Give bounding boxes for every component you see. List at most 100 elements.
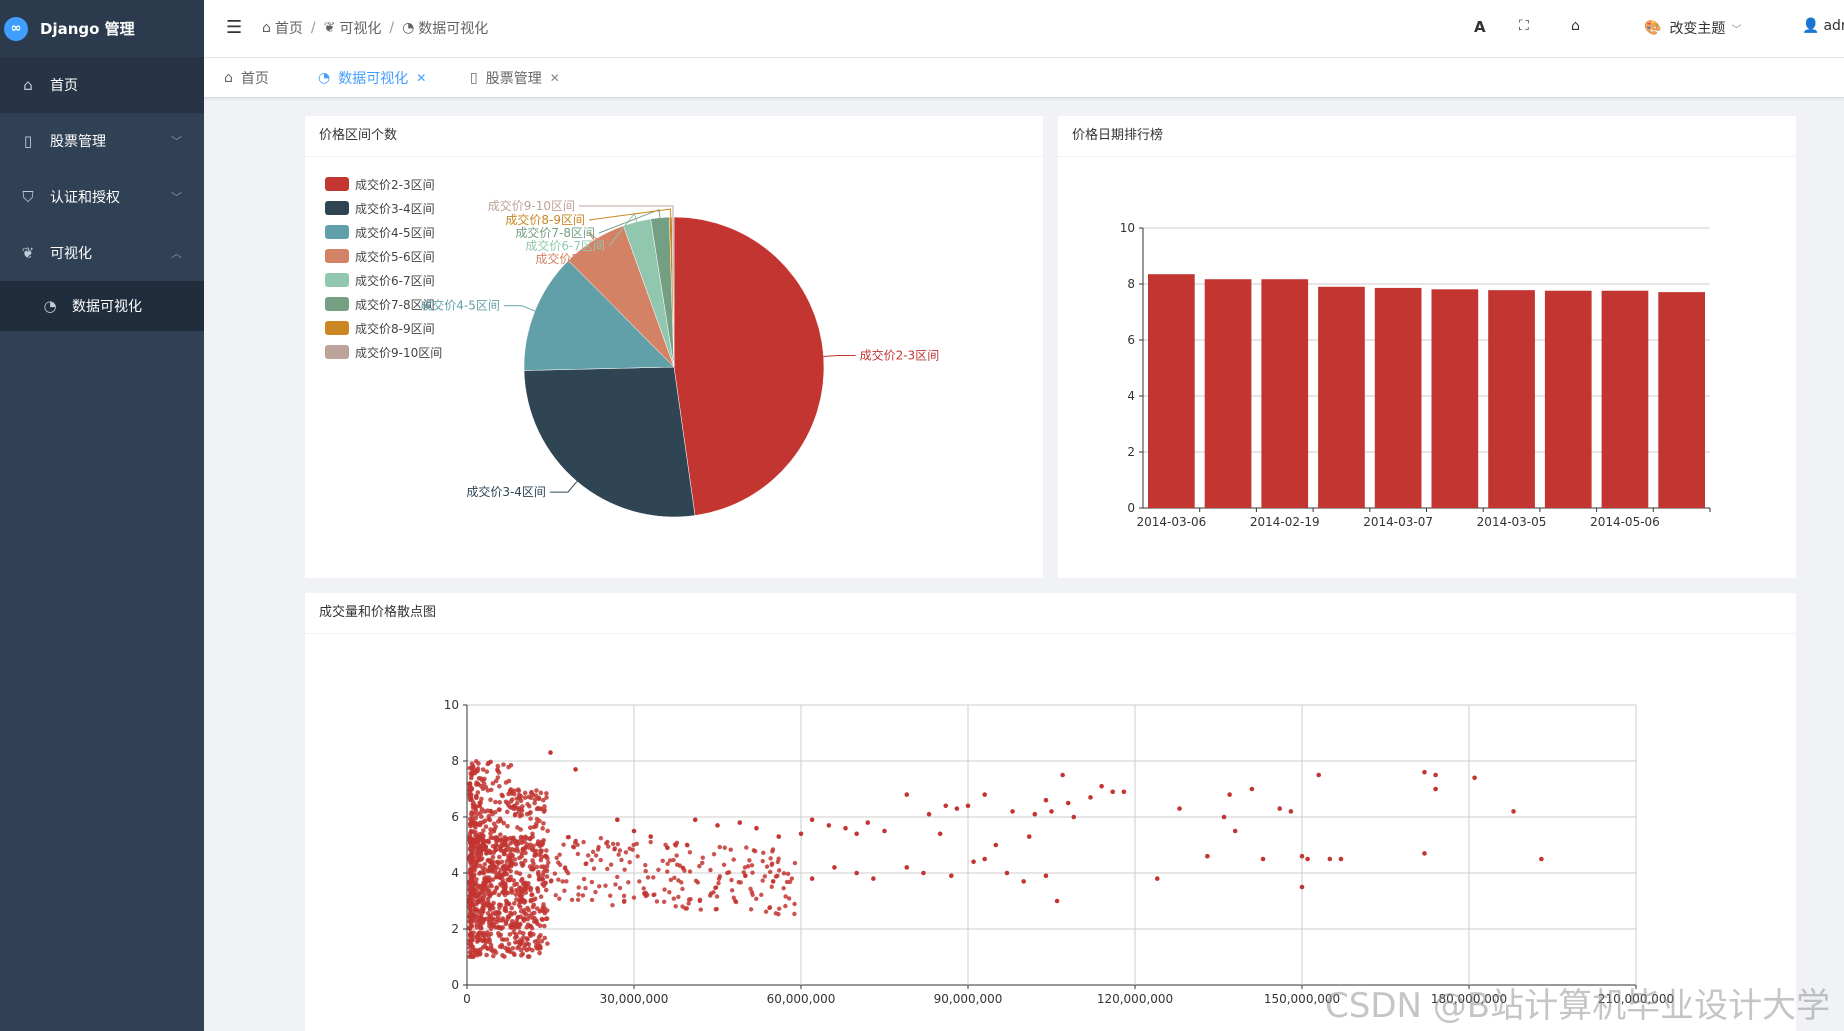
scatter-point <box>581 876 587 882</box>
scatter-point <box>498 845 504 851</box>
scatter-point <box>937 831 943 837</box>
scatter-point <box>481 895 486 900</box>
scatter-point <box>481 828 486 833</box>
scatter-point <box>523 890 529 895</box>
scatter-point <box>606 844 611 849</box>
scatter-point <box>540 872 546 878</box>
sidebar-item-visualization[interactable]: ❦ 可视化 ︿ <box>0 225 204 281</box>
y-tick-label: 6 <box>1127 333 1135 347</box>
close-icon[interactable]: ✕ <box>549 71 560 85</box>
y-tick-label: 4 <box>451 866 459 880</box>
card-title: 成交量和价格散点图 <box>305 593 1796 634</box>
scatter-point <box>654 899 660 904</box>
scatter-point <box>468 894 473 900</box>
breadcrumb-item[interactable]: 可视化 <box>339 21 382 37</box>
scatter-point <box>534 906 540 911</box>
theme-dropdown[interactable]: 🎨 改变主题 ﹀ <box>1644 18 1741 38</box>
scatter-point <box>764 864 770 869</box>
sidebar-item-auth[interactable]: ⛉ 认证和授权 ﹀ <box>0 169 204 225</box>
scatter-point <box>661 899 667 905</box>
sidebar-item-data-visualization[interactable]: ◔ 数据可视化 <box>0 281 204 331</box>
close-icon[interactable]: ✕ <box>416 71 427 85</box>
tag-home[interactable]: ⌂ 首页 <box>224 66 269 90</box>
home-icon: ⌂ <box>262 20 271 36</box>
tag-stocks[interactable]: ▯ 股票管理 ✕ <box>470 66 560 90</box>
scatter-point <box>532 850 538 856</box>
scatter-point <box>504 937 510 942</box>
user-menu[interactable]: 👤 adm <box>1802 18 1844 34</box>
legend-item[interactable]: 成交价9-10区间 <box>325 340 442 364</box>
scatter-point <box>560 879 565 884</box>
scatter-point <box>486 760 492 766</box>
hamburger-icon[interactable]: ☰ <box>226 17 243 38</box>
scatter-point <box>469 842 475 848</box>
fullscreen-icon[interactable]: ⛶ <box>1519 18 1529 34</box>
scatter-point <box>1316 772 1321 778</box>
scatter-point <box>522 881 528 886</box>
scatter-point <box>575 842 580 848</box>
scatter-point <box>490 859 496 864</box>
sidebar: ∞ Django 管理 ⌂ 首页 ▯ 股票管理 ﹀ ⛉ 认证和授权 ﹀ ❦ 可视… <box>0 0 204 1031</box>
scatter-point <box>583 885 588 891</box>
pie-label-line <box>598 208 661 234</box>
y-tick-label: 0 <box>451 978 459 992</box>
scatter-point <box>687 850 693 855</box>
scatter-point <box>882 828 887 834</box>
legend-item[interactable]: 成交价3-4区间 <box>325 196 442 220</box>
scatter-point <box>506 764 511 770</box>
legend-item[interactable]: 成交价7-8区间 <box>325 292 442 316</box>
scatter-point <box>496 770 502 775</box>
tag-data-visualization[interactable]: ◔ 数据可视化 ✕ <box>318 66 426 90</box>
scatter-point <box>760 858 765 864</box>
scatter-point <box>500 879 506 885</box>
scatter-point <box>677 863 683 868</box>
scatter-point <box>1043 873 1049 879</box>
scatter-point <box>537 923 543 929</box>
legend-item[interactable]: 成交价8-9区间 <box>325 316 442 340</box>
scatter-point <box>750 870 755 875</box>
scatter-point <box>529 915 535 920</box>
legend-label: 成交价4-5区间 <box>355 225 435 240</box>
scatter-point <box>529 866 534 872</box>
breadcrumb-item[interactable]: 首页 <box>274 21 303 37</box>
scatter-point <box>471 887 477 893</box>
y-tick-label: 6 <box>451 810 459 824</box>
scatter-point <box>488 942 494 948</box>
legend-item[interactable]: 成交价4-5区间 <box>325 220 442 244</box>
scatter-point <box>769 884 774 889</box>
scatter-point <box>544 848 549 853</box>
scatter-point <box>506 803 511 808</box>
legend-item[interactable]: 成交价6-7区间 <box>325 268 442 292</box>
scatter-point <box>540 877 545 882</box>
sidebar-item-stocks[interactable]: ▯ 股票管理 ﹀ <box>0 113 204 169</box>
scatter-point <box>565 835 571 840</box>
scatter-point <box>511 901 517 906</box>
y-tick-label: 8 <box>451 754 459 768</box>
legend-item[interactable]: 成交价2-3区间 <box>325 172 442 196</box>
legend-swatch <box>325 297 349 311</box>
scatter-point <box>605 866 610 872</box>
scatter-point <box>1422 851 1427 856</box>
scatter-point <box>527 825 533 831</box>
scatter-point <box>538 790 544 796</box>
scatter-point <box>612 847 617 852</box>
scatter-point <box>673 904 678 909</box>
sidebar-item-home[interactable]: ⌂ 首页 <box>0 57 204 113</box>
legend-item[interactable]: 成交价5-6区间 <box>325 244 442 268</box>
scatter-point <box>686 897 692 902</box>
home-icon[interactable]: ⌂ <box>1571 18 1580 34</box>
scatter-point <box>943 803 949 809</box>
scatter-point <box>497 783 502 789</box>
scatter-point <box>729 888 735 893</box>
scatter-point <box>509 905 514 911</box>
scatter-point <box>562 866 568 871</box>
scatter-point <box>589 879 595 885</box>
tags-view: ⌂ 首页 ◔ 数据可视化 ✕ ▯ 股票管理 ✕ <box>204 58 1844 98</box>
scatter-point <box>518 947 524 953</box>
scatter-point <box>512 788 517 794</box>
app-logo[interactable]: ∞ Django 管理 <box>0 0 204 57</box>
scatter-point <box>789 876 795 881</box>
font-size-icon[interactable]: A <box>1474 18 1486 36</box>
scatter-point <box>470 818 475 824</box>
scatter-point <box>481 870 487 876</box>
